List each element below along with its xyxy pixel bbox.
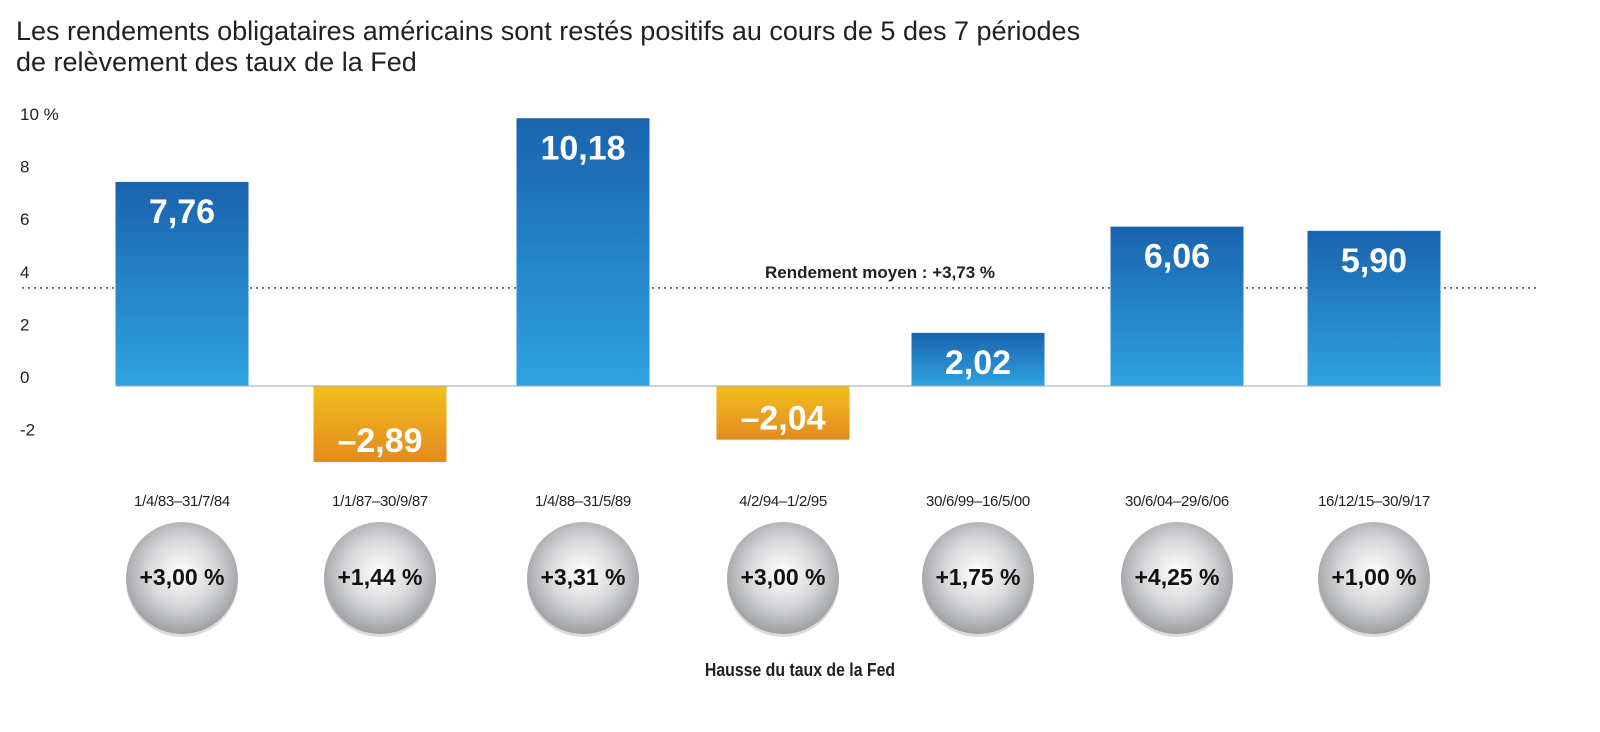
bar	[115, 181, 249, 386]
bar	[313, 386, 447, 463]
y-tick-label: -2	[20, 421, 35, 440]
rate-hike-bubble	[527, 522, 639, 634]
rate-hike-value: +1,75 %	[935, 564, 1021, 590]
chart-title-line-1: Les rendements obligataires américains s…	[16, 16, 1081, 46]
period-label: 4/2/94–1/2/95	[739, 493, 827, 510]
bar-value-label: 10,18	[540, 129, 625, 167]
rate-hike-bubble	[1318, 522, 1430, 634]
rate-hike-bubbles	[126, 522, 1430, 637]
x-axis-label: Hausse du taux de la Fed	[704, 660, 896, 680]
rate-hike-bubble	[126, 522, 238, 634]
period-label: 30/6/99–16/5/00	[926, 493, 1030, 510]
period-label: 1/1/87–30/9/87	[332, 493, 428, 510]
period-label: 30/6/04–29/6/06	[1125, 493, 1229, 510]
bar	[1110, 226, 1244, 386]
rate-hike-bubble	[727, 522, 839, 634]
rate-hike-bubble	[922, 522, 1034, 634]
bar-value-label: 5,90	[1341, 242, 1407, 280]
bar	[516, 118, 650, 387]
rate-hike-bubble	[1121, 522, 1233, 634]
rate-hike-value: +3,31 %	[540, 564, 626, 590]
y-tick-label: 0	[20, 368, 29, 387]
bar-value-label: –2,89	[337, 422, 422, 460]
chart-title: Les rendements obligataires américains s…	[16, 16, 1316, 78]
bar-value-label: –2,04	[740, 400, 825, 438]
rate-hike-value: +3,00 %	[740, 564, 826, 590]
y-tick-label: 8	[20, 158, 29, 177]
rate-hike-value: +4,25 %	[1134, 564, 1220, 590]
period-label: 1/4/88–31/5/89	[535, 493, 631, 510]
rate-hike-value: +1,00 %	[1331, 564, 1417, 590]
bar-value-label: 2,02	[945, 344, 1011, 382]
y-tick-label: 10 %	[20, 105, 59, 124]
y-tick-label: 2	[20, 315, 29, 334]
y-axis: 10 % 8 6 4 2 0 -2	[20, 105, 59, 440]
period-label: 1/4/83–31/7/84	[134, 493, 230, 510]
y-tick-label: 6	[20, 210, 29, 229]
y-tick-label: 4	[20, 263, 29, 282]
rate-hike-value: +3,00 %	[139, 564, 225, 590]
bar	[716, 386, 850, 440]
bars: 7,76 –2,89 10,18 –2,04 2,02 6,06 5,90	[115, 118, 1441, 463]
rate-hike-value: +1,44 %	[337, 564, 423, 590]
chart-title-line-2: de relèvement des taux de la Fed	[16, 47, 417, 77]
bar	[911, 332, 1045, 386]
average-label: Rendement moyen : +3,73 %	[765, 263, 995, 282]
period-label: 16/12/15–30/9/17	[1318, 493, 1430, 510]
bar-value-label: 7,76	[149, 193, 215, 231]
bar	[1307, 230, 1441, 386]
average-line-group: Rendement moyen : +3,73 %	[22, 263, 1540, 289]
bar-value-label: 6,06	[1144, 238, 1210, 276]
rate-hike-bubble	[324, 522, 436, 634]
